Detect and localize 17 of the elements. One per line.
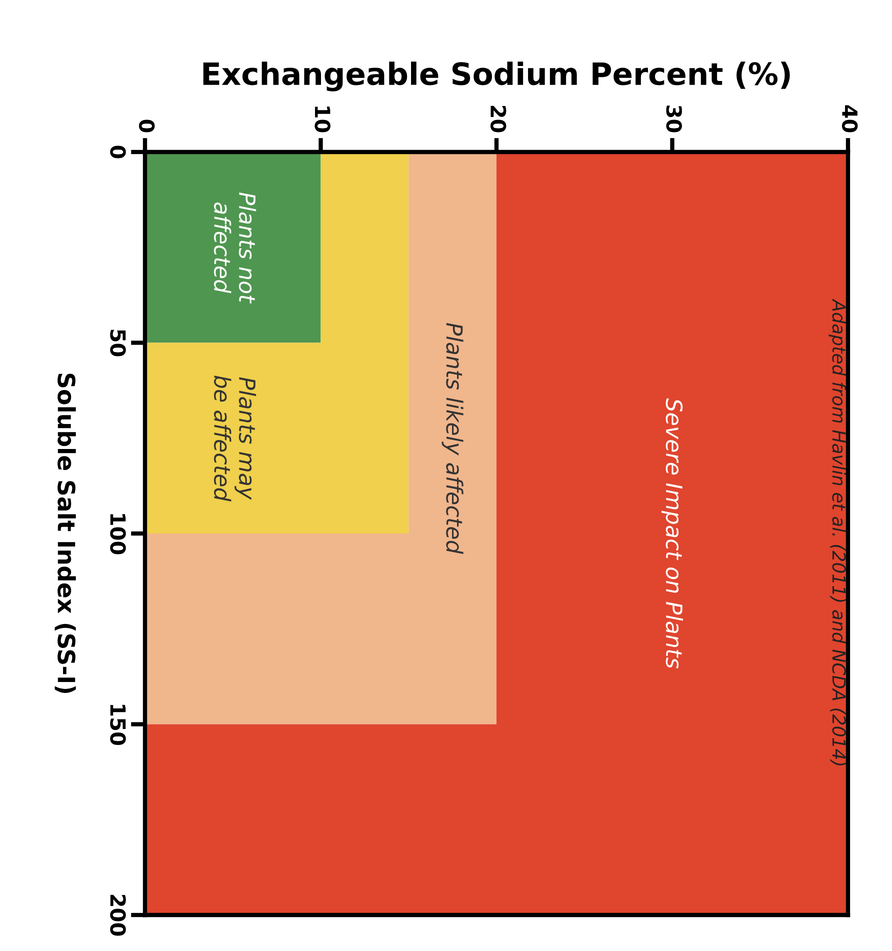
- y-axis-title: Soluble Salt Index (SS-I): [54, 374, 76, 693]
- x-axis-title: Exchangeable Sodium Percent (%): [203, 62, 790, 92]
- y-tick-label: 100: [110, 514, 126, 554]
- x-tick-label: 0: [138, 120, 155, 132]
- y-tick-label: 150: [110, 704, 126, 745]
- annotation: Adapted from Havlin et al. (2011) and NCDA (2014): [828, 298, 846, 766]
- series-label: Plants likely affected: [442, 322, 464, 554]
- x-tick-label: 40: [842, 105, 858, 132]
- y-tick-label: 200: [110, 894, 126, 936]
- series-label: Severe Impact on Plants: [661, 398, 684, 668]
- series-label: Plants not affected: [214, 192, 256, 304]
- y-tick-label: 0: [110, 146, 126, 158]
- series-label: Plants may be affected: [214, 376, 256, 502]
- x-tick-label: 10: [314, 106, 330, 132]
- x-tick-label: 30: [666, 106, 682, 132]
- y-tick-label: 50: [110, 330, 126, 356]
- x-tick-label: 20: [490, 106, 506, 132]
